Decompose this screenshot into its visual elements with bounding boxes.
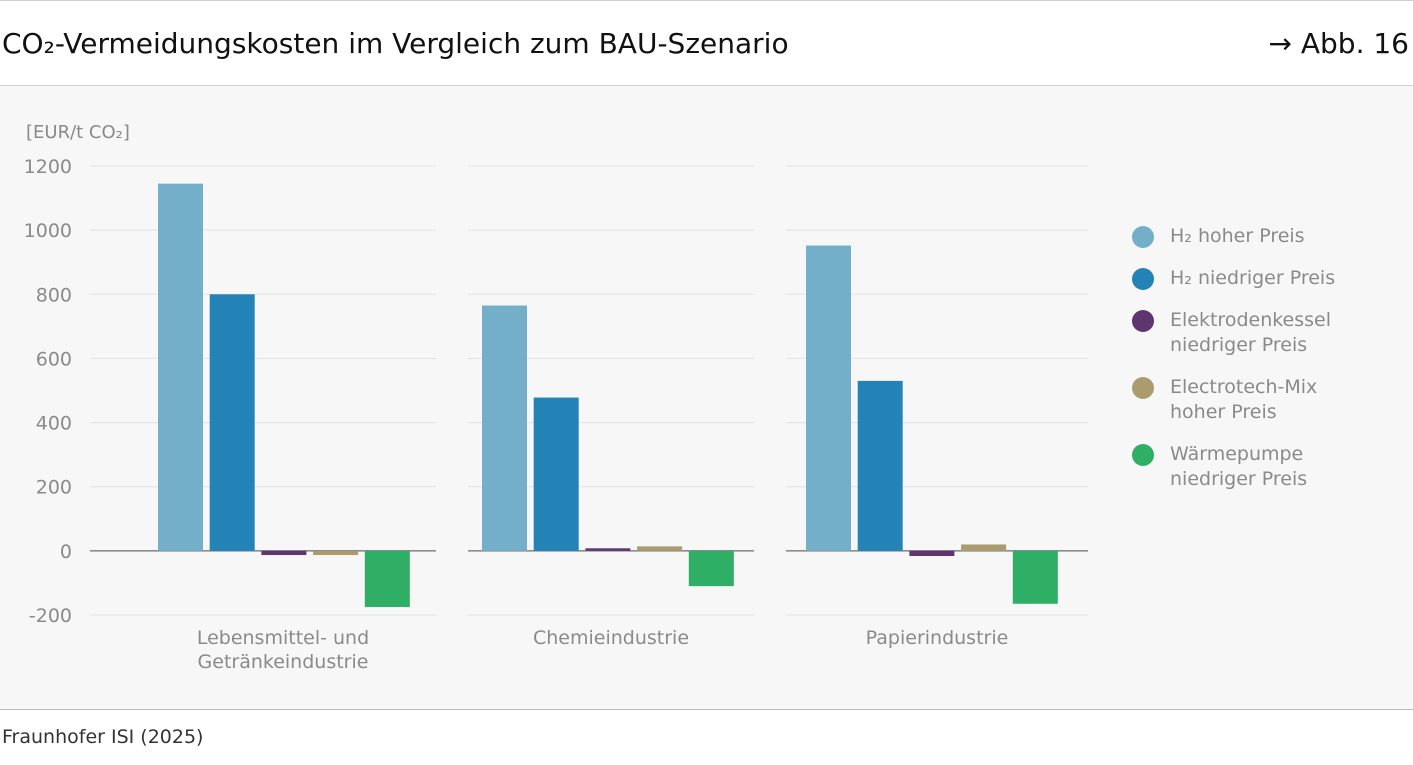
legend-item: Electrotech-Mix hoher Preis [1132, 375, 1402, 425]
figure-reference[interactable]: → Abb. 16 [1268, 27, 1410, 60]
legend-label: Wärmepumpe niedriger Preis [1170, 443, 1308, 490]
bar-1-1 [158, 183, 203, 551]
y-tick-label: 1200 [24, 156, 72, 178]
bar-4-2 [637, 546, 683, 551]
y-tick-label: 800 [36, 284, 72, 306]
bar-3-2 [585, 548, 631, 551]
legend-item: Wärmepumpe niedriger Preis [1132, 442, 1402, 492]
bar-5-1 [364, 550, 410, 607]
bar-chart: [EUR/t CO₂] 1200 1000 800 600 400 200 0 -200 Lebe… [24, 122, 1088, 673]
chart-panel: [EUR/t CO₂] 1200 1000 800 600 400 200 0 -200 Lebe… [0, 85, 1413, 710]
y-tick-label: 200 [36, 477, 72, 499]
category-label: Papierindustrie [866, 627, 1009, 649]
bar-1-2 [482, 305, 527, 551]
chart-legend: H₂ hoher Preis H₂ niedriger Preis Elektrod… [1132, 224, 1402, 509]
legend-swatch [1132, 310, 1154, 332]
bar-3-3 [909, 550, 955, 556]
bar-2-2 [533, 397, 579, 551]
bar-4-3 [961, 544, 1007, 551]
source-note: Fraunhofer ISI (2025) [2, 726, 204, 748]
y-tick-label: 400 [36, 413, 72, 435]
legend-label: Elektrodenkessel niedriger Preis [1170, 309, 1332, 356]
legend-label: Electrotech-Mix hoher Preis [1170, 376, 1318, 423]
bar-5-3 [1012, 550, 1058, 604]
legend-item: Elektrodenkessel niedriger Preis [1132, 308, 1402, 358]
page-title: CO₂-Vermeidungskosten im Vergleich zum B… [2, 27, 789, 60]
y-tick-label: 600 [36, 348, 72, 370]
bar-1-3 [806, 245, 851, 551]
y-tick-label: -200 [29, 605, 72, 627]
bar-5-2 [688, 550, 734, 587]
bar-4-1 [313, 550, 359, 556]
legend-swatch [1132, 226, 1154, 248]
category-label: Chemieindustrie [533, 627, 689, 649]
legend-label: H₂ hoher Preis [1170, 225, 1305, 247]
header: CO₂-Vermeidungskosten im Vergleich zum B… [0, 1, 1413, 85]
top-rule [0, 0, 1413, 1]
legend-label: H₂ niedriger Preis [1170, 267, 1336, 289]
legend-item: H₂ niedriger Preis [1132, 266, 1402, 291]
y-tick-label: 0 [60, 541, 72, 563]
bar-3-1 [261, 550, 307, 556]
legend-swatch [1132, 444, 1154, 466]
category-label: Lebensmittel- und Getränkeindustrie [197, 627, 369, 673]
bar-2-3 [857, 380, 903, 551]
legend-item: H₂ hoher Preis [1132, 224, 1402, 249]
bar-2-1 [209, 294, 255, 551]
legend-swatch [1132, 268, 1154, 290]
y-axis-label: [EUR/t CO₂] [26, 122, 130, 143]
y-tick-label: 1000 [24, 220, 72, 242]
legend-swatch [1132, 377, 1154, 399]
